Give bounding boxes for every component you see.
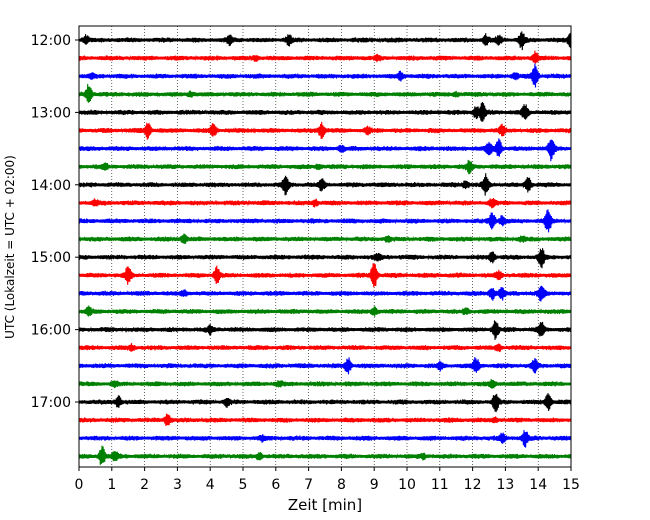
trace-1515 [78,263,572,288]
trace-1230 [78,63,572,88]
trace-1645 [78,378,572,389]
x-tick-label-6: 6 [271,477,280,493]
x-axis: 0 1 2 3 4 5 6 7 8 9 10 11 12 13 14 15 [75,467,580,493]
trace-1415 [78,197,572,209]
trace-1615 [78,343,572,353]
x-tick-label-13: 13 [496,477,514,493]
trace-group [78,31,572,465]
x-tick-label-7: 7 [304,477,313,493]
x-tick-label-3: 3 [173,477,182,493]
x-tick-label-5: 5 [239,477,248,493]
trace-1315 [78,121,572,140]
y-tick-label-2: 14:00 [31,178,71,194]
y-tick-label-5: 17:00 [31,395,71,411]
y-axis: 12:00 13:00 14:00 15:00 16:00 17:00 [31,33,79,411]
x-tick-label-15: 15 [562,477,580,493]
y-tick-label-3: 15:00 [31,250,71,266]
x-tick-label-10: 10 [398,477,416,493]
y-tick-label-0: 12:00 [31,33,71,49]
trace-1430 [78,209,572,233]
x-tick-label-12: 12 [464,477,482,493]
y-tick-label-4: 16:00 [31,323,71,339]
x-tick-label-8: 8 [337,477,346,493]
x-tick-label-11: 11 [431,477,449,493]
trace-1400 [78,173,572,196]
y-axis-label: UTC (Lokalzeit = UTC + 02:00) [3,155,17,339]
trace-1730 [78,430,572,448]
x-tick-label-4: 4 [206,477,215,493]
x-tick-label-9: 9 [370,477,379,493]
plot-frame [78,25,572,468]
x-tick-label-0: 0 [75,477,84,493]
trace-1445 [78,233,572,244]
trace-1545 [78,305,572,317]
x-tick-label-2: 2 [140,477,149,493]
y-tick-label-1: 13:00 [31,105,71,121]
x-tick-label-14: 14 [529,477,547,493]
trace-1345 [78,159,572,175]
trace-1300 [78,101,572,122]
x-axis-label: Zeit [min] [288,496,362,514]
trace-1715 [78,413,572,427]
x-tick-label-1: 1 [107,477,116,493]
